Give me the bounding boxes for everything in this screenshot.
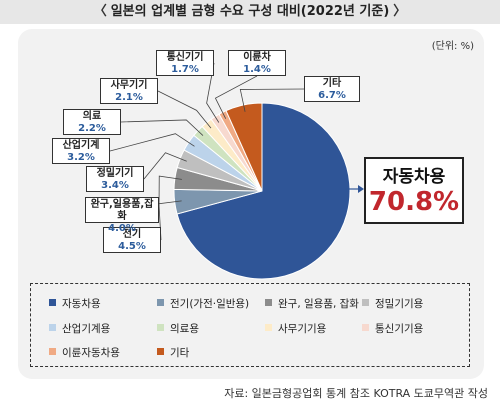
source-note: 자료: 일본금형공업회 통계 참조 KOTRA 도쿄무역관 작성: [224, 387, 488, 400]
legend-item-8: 이륜자동차용: [49, 345, 120, 360]
legend-item-6: 사무기기용: [265, 321, 326, 336]
unit-label: (단위: %): [431, 41, 474, 52]
legend-swatch-4: [49, 324, 56, 331]
pie-slice-0: [176, 102, 351, 280]
legend-swatch-2: [265, 299, 272, 306]
slice-value-2: 4.0%: [108, 223, 136, 234]
slice-name-3: 정밀기기: [96, 168, 134, 179]
legend-label-8: 이륜자동차용: [62, 347, 120, 359]
slice-value-6: 2.1%: [115, 92, 143, 103]
legend-label-7: 통신기기용: [375, 323, 424, 335]
legend-item-0: 자동차용: [49, 296, 101, 311]
slice-label-3: 정밀기기 3.4%: [86, 166, 144, 192]
legend-swatch-9: [157, 348, 164, 355]
slice-label-1: 전기 4.5%: [103, 227, 161, 253]
slice-name-9: 기타: [322, 78, 342, 89]
title-left-bracket: 〈: [93, 4, 107, 19]
slice-label-8: 이륜차 1.4%: [228, 50, 286, 76]
legend-swatch-1: [157, 299, 164, 306]
slice-value-7: 1.7%: [171, 64, 199, 75]
slice-value-8: 1.4%: [243, 64, 271, 75]
legend-swatch-8: [49, 348, 56, 355]
legend-item-5: 의료용: [157, 321, 199, 336]
main-slice-arrow-head: [358, 185, 364, 193]
leader-line-7: [206, 62, 220, 123]
slice-value-5: 2.2%: [78, 123, 106, 134]
slice-value-3: 3.4%: [101, 180, 129, 191]
slice-name-5: 의료: [82, 111, 102, 122]
leader-line-5: [120, 119, 204, 136]
slice-label-6: 사무기기 2.1%: [100, 78, 158, 104]
leader-line-2: [158, 175, 182, 211]
slice-label-5: 의료 2.2%: [63, 109, 121, 135]
slice-value-9: 6.7%: [318, 90, 346, 101]
chart-title: 〈 일본의 업계별 금형 수요 구성 대비(2022년 기준) 〉: [0, 0, 500, 24]
main-slice-label: 자동차용: [382, 167, 446, 187]
leader-line-3: [143, 152, 187, 180]
leader-line-8: [214, 75, 258, 119]
legend-swatch-6: [265, 324, 272, 331]
legend-label-5: 의료용: [170, 323, 199, 335]
legend-item-2: 완구, 일용품, 잡화: [265, 296, 359, 311]
slice-label-4: 산업기계 3.2%: [52, 138, 110, 164]
legend-label-3: 정밀기기용: [375, 298, 424, 310]
legend-item-4: 산업기계용: [49, 321, 110, 336]
slice-label-7: 통신기기 1.7%: [156, 50, 214, 76]
slice-name-2: 완구,일용품,잡화: [90, 199, 154, 222]
legend-swatch-5: [157, 324, 164, 331]
legend-item-1: 전기(가전·일반용): [157, 296, 249, 311]
slice-value-1: 4.5%: [118, 241, 146, 252]
slice-name-7: 통신기기: [166, 52, 204, 63]
legend-swatch-3: [362, 299, 369, 306]
leader-line-9: [239, 88, 305, 112]
legend-label-2: 완구, 일용품, 잡화: [278, 298, 359, 310]
slice-label-2: 완구,일용품,잡화 4.0%: [85, 197, 159, 234]
leader-line-6: [157, 90, 212, 129]
legend-swatch-0: [49, 299, 56, 306]
legend-label-6: 사무기기용: [278, 323, 327, 335]
slice-label-9: 기타 6.7%: [304, 76, 360, 102]
leader-line-4: [109, 133, 195, 152]
title-right-bracket: 〉: [393, 4, 407, 19]
legend-item-9: 기타: [157, 345, 189, 360]
legend-label-4: 산업기계용: [62, 323, 111, 335]
legend-swatch-7: [362, 324, 369, 331]
legend-item-3: 정밀기기용: [362, 296, 423, 311]
slice-name-1: 전기: [122, 229, 142, 240]
legend-label-1: 전기(가전·일반용): [170, 298, 250, 310]
legend-label-0: 자동차용: [62, 298, 101, 310]
slice-name-6: 사무기기: [110, 80, 148, 91]
legend-label-9: 기타: [170, 347, 190, 359]
slice-name-4: 산업기계: [62, 140, 100, 151]
main-slice-value: 70.8%: [368, 187, 460, 217]
slice-value-4: 3.2%: [67, 152, 95, 163]
slice-name-8: 이륜차: [243, 52, 271, 63]
main-slice-callout: 자동차용 70.8%: [364, 157, 464, 224]
legend-item-7: 통신기기용: [362, 321, 423, 336]
chart-title-text: 일본의 업계별 금형 수요 구성 대비(2022년 기준): [110, 4, 390, 19]
